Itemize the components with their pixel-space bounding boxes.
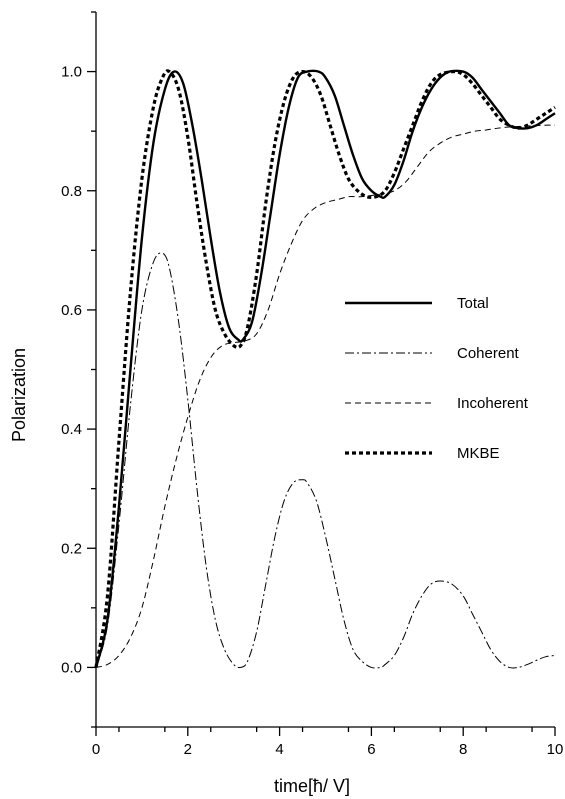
axis-ticks: 0 2 4 6 8 10 0.0 0.2 0.4 0.6 0.8 1.0 [61, 11, 564, 758]
legend-label-coherent: Coherent [457, 345, 520, 362]
series-line-mkbe [94, 69, 556, 668]
x-axis-label: time[ħ/ V] [274, 776, 350, 796]
plot-lines [94, 69, 556, 669]
x-tick-label: 8 [459, 741, 467, 758]
series-line-total [94, 69, 556, 668]
x-tick-label: 4 [275, 741, 283, 758]
legend: Total Coherent Incoherent MKBE [345, 295, 529, 462]
y-tick-label: 0.2 [61, 540, 82, 557]
y-tick-label: 0.4 [61, 421, 82, 438]
legend-label-incoherent: Incoherent [457, 395, 529, 412]
y-tick-label: 0.6 [61, 302, 82, 319]
legend-label-total: Total [457, 295, 489, 312]
y-axis-label: Polarization [9, 348, 29, 442]
y-tick-label: 0.8 [61, 183, 82, 200]
x-tick-label: 2 [184, 741, 192, 758]
legend-label-mkbe: MKBE [457, 445, 500, 462]
y-tick-label: 0.0 [61, 659, 82, 676]
x-tick-label: 0 [92, 741, 100, 758]
series-line-coherent [95, 252, 556, 669]
series-line-incoherent [95, 124, 556, 668]
y-tick-label: 1.0 [61, 64, 82, 81]
x-tick-label: 6 [367, 741, 375, 758]
x-tick-label: 10 [547, 741, 564, 758]
